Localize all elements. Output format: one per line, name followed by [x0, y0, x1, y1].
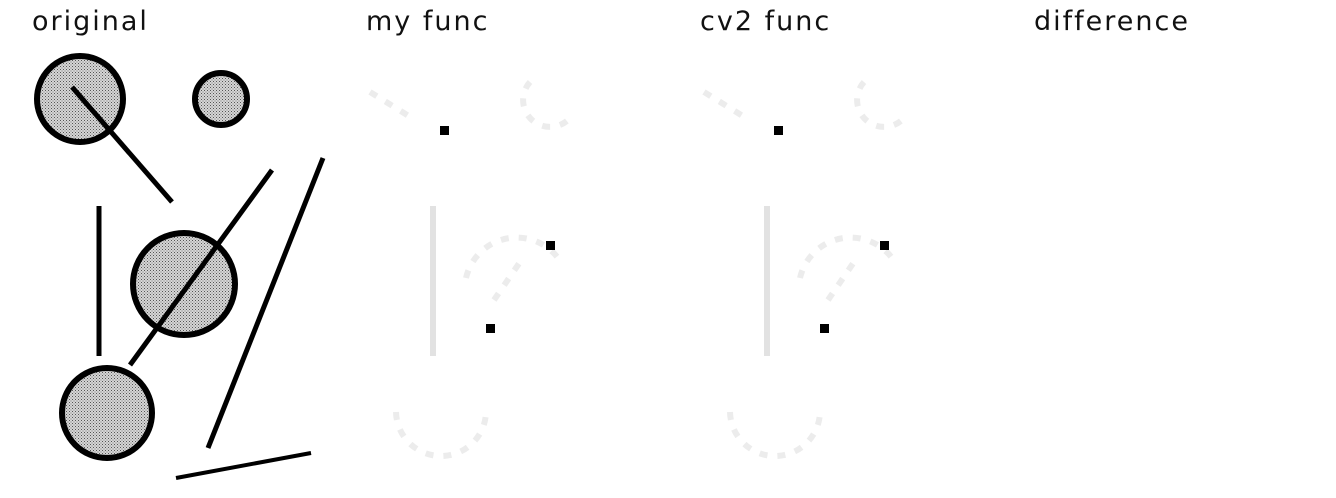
faint-edges: [704, 82, 904, 456]
panel-cv2-func: cv2 func: [668, 0, 1002, 498]
keypoint-marker: [820, 324, 829, 333]
my-func-drawing: [334, 0, 668, 498]
keypoint-marker: [486, 324, 495, 333]
panel-difference: difference: [1002, 0, 1336, 498]
circle-shape: [133, 233, 235, 335]
panel-original: original: [0, 0, 334, 498]
difference-drawing: [1002, 0, 1336, 498]
faint-edges: [370, 82, 570, 456]
panel-my-func: my func: [334, 0, 668, 498]
keypoint-marker: [774, 126, 783, 135]
keypoint-marker: [546, 241, 555, 250]
keypoint-marker: [440, 126, 449, 135]
original-drawing: [0, 0, 334, 498]
line-shape: [176, 453, 311, 478]
circle-shape: [195, 73, 247, 125]
circle-shape: [62, 368, 152, 458]
keypoint-marker: [880, 241, 889, 250]
cv2-func-drawing: [668, 0, 1002, 498]
